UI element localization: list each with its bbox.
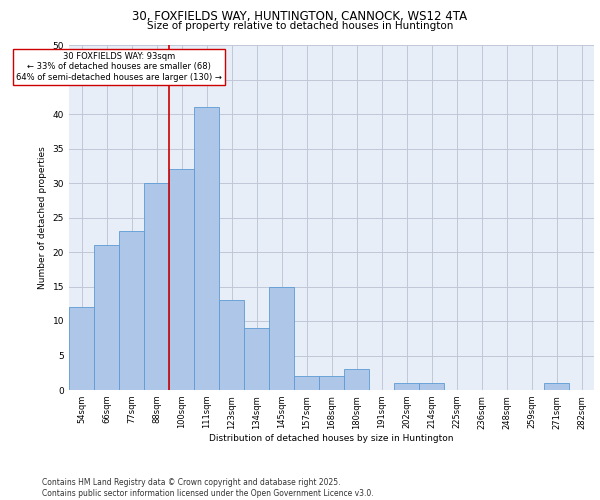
Bar [269,286,294,390]
Text: 30 FOXFIELDS WAY: 93sqm
← 33% of detached houses are smaller (68)
64% of semi-de: 30 FOXFIELDS WAY: 93sqm ← 33% of detache… [16,52,222,82]
Bar [219,300,244,390]
Bar [544,383,569,390]
Bar [94,245,119,390]
Text: Size of property relative to detached houses in Huntington: Size of property relative to detached ho… [147,21,453,31]
X-axis label: Distribution of detached houses by size in Huntington: Distribution of detached houses by size … [209,434,454,444]
Text: Contains HM Land Registry data © Crown copyright and database right 2025.
Contai: Contains HM Land Registry data © Crown c… [42,478,374,498]
Bar [419,383,444,390]
Bar [319,376,344,390]
Bar [344,370,369,390]
Bar [394,383,419,390]
Bar [194,107,219,390]
Bar [244,328,269,390]
Y-axis label: Number of detached properties: Number of detached properties [38,146,47,289]
Bar [119,232,144,390]
Bar [169,169,194,390]
Text: 30, FOXFIELDS WAY, HUNTINGTON, CANNOCK, WS12 4TA: 30, FOXFIELDS WAY, HUNTINGTON, CANNOCK, … [133,10,467,23]
Bar [69,307,94,390]
Bar [294,376,319,390]
Bar [144,183,169,390]
